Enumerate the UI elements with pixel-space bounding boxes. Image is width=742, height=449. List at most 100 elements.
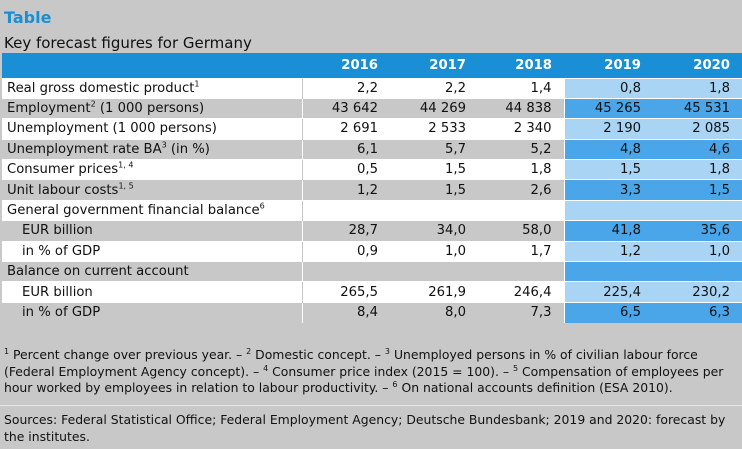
- value-cell: [478, 199, 564, 221]
- footnote-marker: 6: [259, 201, 265, 211]
- row-label: EUR billion: [2, 281, 303, 303]
- value-cell: 2 340: [478, 118, 564, 140]
- value-cell: 1,8: [478, 159, 564, 180]
- row-label-text: Unemployment rate BA: [7, 141, 162, 157]
- value-cell: 7,3: [478, 301, 564, 323]
- value-cell: 28,7: [302, 220, 390, 242]
- value-cell: 3,3: [563, 179, 653, 201]
- table-label: Table: [4, 8, 52, 27]
- value-cell: [302, 261, 390, 282]
- row-label: Employment2 (1 000 persons): [2, 97, 303, 119]
- value-cell: 2 085: [653, 118, 742, 140]
- value-cell: 4,8: [563, 138, 653, 160]
- value-cell: 261,9: [390, 281, 478, 303]
- year-header: 2016: [302, 53, 390, 79]
- value-cell: [390, 261, 478, 282]
- value-cell: 225,4: [563, 281, 653, 303]
- value-cell: 1,2: [302, 179, 390, 201]
- value-cell: 2 533: [390, 118, 478, 140]
- row-label: in % of GDP: [2, 240, 303, 262]
- row-label-text: Consumer prices: [7, 162, 119, 178]
- row-label: General government financial balance6: [2, 199, 303, 221]
- forecast-table: 2016 2017 2018 2019 2020 Real gross dome…: [2, 53, 742, 323]
- value-cell: 35,6: [653, 220, 742, 242]
- value-cell: 8,4: [302, 301, 390, 323]
- footnote-marker: 1: [4, 346, 10, 356]
- footnote-marker: 2: [90, 99, 96, 109]
- table-row: Unemployment rate BA3 (in %) 6,1 5,7 5,2 4,8…: [2, 138, 742, 160]
- footnote-text: Consumer price index (2015 = 100). –: [268, 363, 513, 379]
- value-cell: 1,0: [390, 240, 478, 262]
- value-cell: 265,5: [302, 281, 390, 303]
- footnote-marker: 4: [263, 363, 269, 373]
- footnote-text: Percent change over previous year. –: [9, 347, 247, 362]
- footnote-text: Domestic concept. –: [251, 347, 385, 362]
- row-label: Consumer prices1, 4: [2, 159, 303, 180]
- value-cell: 34,0: [390, 220, 478, 242]
- row-label: Unemployment (1 000 persons): [2, 118, 303, 140]
- table-row: in % of GDP 0,9 1,0 1,7 1,2 1,0: [2, 240, 742, 262]
- row-label-text: Unit labour costs: [7, 182, 119, 198]
- value-cell: 0,9: [302, 240, 390, 262]
- table-row: General government financial balance6: [2, 199, 742, 221]
- table-row: Consumer prices1, 4 0,5 1,5 1,8 1,5 1,8: [2, 159, 742, 180]
- row-label-text: Balance on current account: [7, 264, 189, 280]
- table-title: Key forecast figures for Germany: [4, 34, 252, 52]
- value-cell: 230,2: [653, 281, 742, 303]
- footnotes: 1 Percent change over previous year. – 2…: [4, 347, 740, 397]
- footnote-text: On national accounts definition (ESA 201…: [397, 380, 673, 395]
- value-cell: [653, 199, 742, 221]
- header-label-cell: [2, 53, 302, 79]
- value-cell: 0,8: [563, 77, 653, 99]
- footnote-marker: 3: [161, 140, 167, 150]
- value-cell: 8,0: [390, 301, 478, 323]
- year-header: 2019: [564, 53, 653, 79]
- value-cell: 1,5: [653, 179, 742, 201]
- footnote-marker: 2: [246, 346, 252, 356]
- footnote-marker: 6: [392, 379, 398, 389]
- value-cell: [563, 199, 653, 221]
- value-cell: 2 190: [563, 118, 653, 140]
- row-label: Unit labour costs1, 5: [2, 179, 303, 201]
- value-cell: 1,5: [390, 179, 478, 201]
- year-header: 2018: [478, 53, 564, 79]
- value-cell: [478, 261, 564, 282]
- value-cell: 2,2: [302, 77, 390, 99]
- table-row: Unemployment (1 000 persons) 2 691 2 533 2 …: [2, 118, 742, 140]
- value-cell: 44 269: [390, 97, 478, 119]
- value-cell: 5,7: [390, 138, 478, 160]
- value-cell: 1,8: [653, 159, 742, 180]
- row-label: Real gross domestic product1: [2, 77, 303, 99]
- footnote-marker: 1, 4: [118, 160, 134, 170]
- value-cell: [563, 261, 653, 282]
- footnote-marker: 3: [384, 346, 391, 356]
- value-cell: 45 265: [563, 97, 653, 119]
- value-cell: 1,5: [390, 159, 478, 180]
- row-label: Unemployment rate BA3 (in %): [2, 138, 303, 160]
- value-cell: 44 838: [478, 97, 564, 119]
- divider: [0, 405, 742, 406]
- value-cell: 45 531: [653, 97, 742, 119]
- table-row: in % of GDP 8,4 8,0 7,3 6,5 6,3: [2, 301, 742, 323]
- footnote-marker: 1, 5: [118, 181, 134, 191]
- table-row: Balance on current account: [2, 261, 742, 282]
- value-cell: 0,5: [302, 159, 390, 180]
- value-cell: 41,8: [563, 220, 653, 242]
- value-cell: 6,1: [302, 138, 390, 160]
- value-cell: 58,0: [478, 220, 564, 242]
- row-label-text: Employment: [7, 101, 91, 117]
- row-label-suffix: (1 000 persons): [95, 101, 205, 117]
- value-cell: 246,4: [478, 281, 564, 303]
- value-cell: 2,6: [478, 179, 564, 201]
- value-cell: 6,3: [653, 301, 742, 323]
- value-cell: 1,7: [478, 240, 564, 262]
- footnote-marker: 1: [194, 79, 200, 89]
- row-label-text: in % of GDP: [22, 305, 101, 321]
- row-label: in % of GDP: [2, 301, 303, 323]
- row-label-text: Unemployment (1 000 persons): [7, 121, 217, 137]
- value-cell: 43 642: [302, 97, 390, 119]
- value-cell: 4,6: [653, 138, 742, 160]
- value-cell: 2 691: [302, 118, 390, 140]
- row-label-text: EUR billion: [22, 223, 93, 239]
- row-label-text: General government financial balance: [7, 203, 260, 219]
